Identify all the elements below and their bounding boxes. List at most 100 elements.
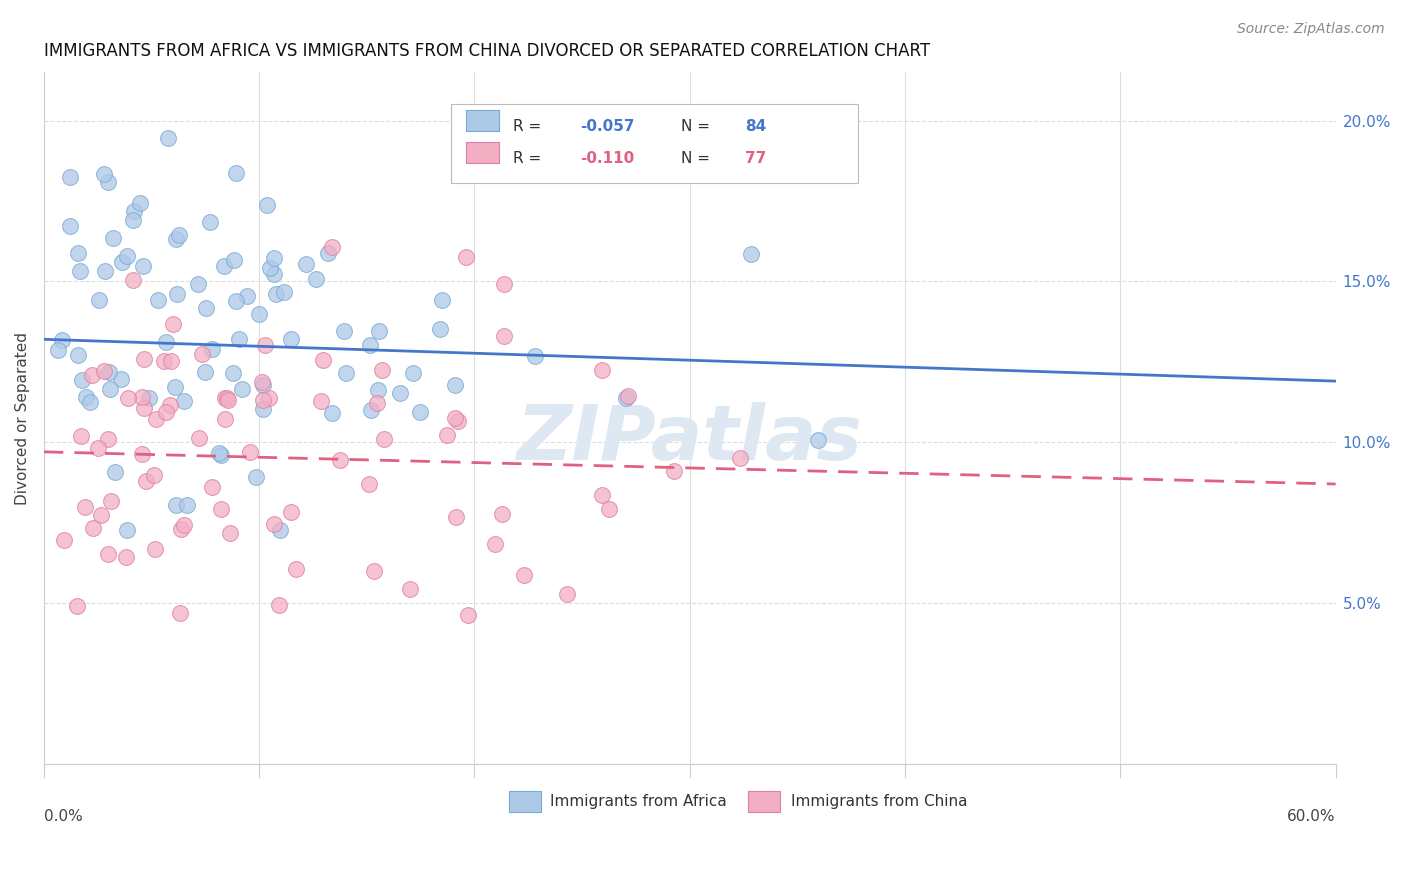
- Text: 0.0%: 0.0%: [44, 809, 83, 824]
- Point: [111, 255, 134, 269]
- Point: [51, 334, 73, 348]
- Point: [252, 402, 274, 417]
- FancyBboxPatch shape: [748, 791, 780, 812]
- Point: [273, 285, 295, 299]
- Point: [366, 396, 388, 410]
- Point: [316, 245, 339, 260]
- Point: [167, 228, 190, 243]
- Point: [169, 522, 191, 536]
- Point: [162, 317, 184, 331]
- Point: [263, 268, 285, 282]
- Point: [228, 332, 250, 346]
- Point: [159, 354, 181, 368]
- Point: [454, 251, 477, 265]
- Point: [513, 568, 536, 582]
- Point: [209, 448, 232, 462]
- Point: [222, 366, 245, 380]
- Point: [359, 338, 381, 352]
- Text: R =: R =: [513, 151, 546, 166]
- Point: [598, 501, 620, 516]
- Point: [217, 393, 239, 408]
- Point: [491, 507, 513, 521]
- Point: [117, 391, 139, 405]
- Point: [129, 195, 152, 210]
- Point: [75, 390, 97, 404]
- Point: [214, 412, 236, 426]
- Point: [65, 599, 87, 613]
- Point: [59, 219, 82, 233]
- Y-axis label: Divorced or Separated: Divorced or Separated: [15, 332, 30, 505]
- Point: [263, 251, 285, 265]
- Point: [115, 549, 138, 564]
- Point: [201, 342, 224, 356]
- Point: [104, 465, 127, 479]
- Point: [194, 301, 217, 315]
- Point: [155, 405, 177, 419]
- Point: [82, 521, 104, 535]
- Point: [214, 259, 236, 273]
- Point: [443, 377, 465, 392]
- Point: [131, 446, 153, 460]
- Point: [59, 169, 82, 184]
- Point: [122, 204, 145, 219]
- Text: -0.110: -0.110: [581, 151, 634, 166]
- Text: IMMIGRANTS FROM AFRICA VS IMMIGRANTS FROM CHINA DIVORCED OR SEPARATED CORRELATIO: IMMIGRANTS FROM AFRICA VS IMMIGRANTS FRO…: [44, 42, 929, 60]
- Point: [728, 450, 751, 465]
- Point: [335, 367, 357, 381]
- Point: [90, 508, 112, 523]
- Point: [110, 371, 132, 385]
- Point: [155, 335, 177, 350]
- Point: [591, 488, 613, 502]
- Point: [295, 257, 318, 271]
- Text: 84: 84: [745, 119, 766, 134]
- Point: [198, 215, 221, 229]
- Point: [79, 395, 101, 409]
- Point: [305, 271, 328, 285]
- Point: [359, 477, 381, 491]
- Point: [444, 411, 467, 425]
- Point: [259, 391, 281, 405]
- Point: [457, 608, 479, 623]
- Point: [373, 432, 395, 446]
- Point: [67, 348, 90, 362]
- Point: [187, 277, 209, 292]
- FancyBboxPatch shape: [467, 111, 499, 131]
- Point: [131, 259, 153, 273]
- Point: [97, 432, 120, 446]
- Point: [217, 391, 239, 405]
- Point: [153, 354, 176, 368]
- Point: [409, 405, 432, 419]
- Point: [664, 464, 686, 478]
- Text: N =: N =: [681, 151, 714, 166]
- Point: [156, 131, 179, 145]
- Point: [214, 392, 236, 406]
- Point: [447, 414, 470, 428]
- Point: [360, 402, 382, 417]
- Point: [484, 537, 506, 551]
- Point: [256, 198, 278, 212]
- Point: [389, 385, 412, 400]
- Point: [280, 505, 302, 519]
- Point: [166, 287, 188, 301]
- Point: [269, 598, 291, 612]
- Point: [591, 363, 613, 377]
- Point: [398, 582, 420, 596]
- Point: [740, 247, 762, 261]
- FancyBboxPatch shape: [509, 791, 541, 812]
- Point: [97, 175, 120, 189]
- Point: [401, 366, 423, 380]
- Point: [269, 524, 291, 538]
- Text: 77: 77: [745, 151, 766, 166]
- Point: [494, 329, 516, 343]
- Point: [432, 293, 454, 307]
- Point: [87, 441, 110, 455]
- Point: [176, 498, 198, 512]
- Point: [46, 343, 69, 357]
- Point: [97, 365, 120, 379]
- Point: [173, 393, 195, 408]
- Point: [367, 383, 389, 397]
- Point: [135, 474, 157, 488]
- Point: [143, 542, 166, 557]
- Point: [245, 470, 267, 484]
- Point: [142, 468, 165, 483]
